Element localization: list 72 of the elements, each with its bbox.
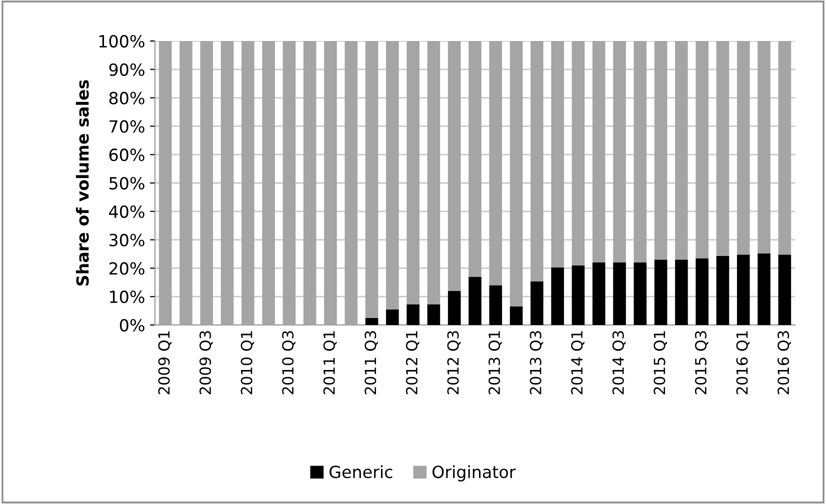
bar [758, 41, 770, 254]
x-tick-label: 2015 Q3 [694, 331, 708, 394]
bar [510, 306, 523, 325]
bar [716, 256, 730, 325]
bar [654, 41, 668, 260]
bar [696, 41, 708, 258]
bar [736, 254, 750, 325]
x-tick-label: 2014 Q1 [571, 331, 584, 394]
y-tick-label: 50% [110, 176, 144, 190]
bar [736, 41, 750, 255]
x-tick-label: 2012 Q3 [447, 331, 461, 394]
x-tick-label: 2015 Q1 [654, 331, 667, 394]
legend-label: Generic [330, 465, 392, 478]
y-axis-title: Share of volume sales [76, 80, 89, 286]
bar [406, 41, 420, 304]
x-tick-label: 2010 Q3 [282, 331, 296, 394]
bar [468, 276, 482, 325]
bar [427, 304, 440, 325]
bar [592, 41, 606, 263]
legend-label: Originator [432, 465, 516, 482]
y-tick-label: 60% [109, 148, 144, 162]
bar [530, 41, 544, 282]
x-tick-label: 2011 Q1 [323, 331, 337, 394]
bar [551, 41, 564, 268]
x-tick-label: 2016 Q3 [778, 331, 791, 394]
x-tick-label: 2013 Q3 [530, 331, 544, 394]
x-tick-label: 2016 Q1 [736, 331, 750, 394]
y-tick-label: 0% [120, 318, 144, 332]
bar [551, 267, 564, 325]
bar [634, 262, 647, 325]
x-tick-label: 2013 Q1 [488, 331, 502, 394]
bar [758, 253, 770, 325]
bar [675, 41, 688, 260]
bar [778, 41, 792, 255]
bar [654, 260, 668, 325]
y-tick-label: 20% [109, 262, 144, 275]
bar [716, 41, 730, 256]
bar [778, 254, 792, 325]
y-tick-label: 40% [109, 205, 144, 218]
x-tick-label: 2009 Q1 [158, 331, 172, 394]
bar [634, 41, 647, 263]
bar [510, 41, 523, 307]
x-tick-label: 2012 Q1 [406, 331, 420, 394]
x-tick-label: 2009 Q3 [199, 331, 213, 394]
y-tick-label: 100% [99, 34, 144, 48]
y-tick-label: 90% [109, 63, 144, 76]
bar [365, 41, 378, 318]
bar [489, 41, 502, 286]
bar [386, 41, 399, 310]
bar [448, 290, 461, 325]
bar [675, 260, 688, 325]
bar [468, 41, 482, 277]
bar [592, 262, 606, 325]
bar [406, 304, 420, 325]
y-tick-label: 10% [110, 290, 144, 304]
x-tick-label: 2011 Q3 [364, 331, 378, 394]
bar [365, 318, 378, 325]
bar [386, 309, 399, 325]
y-tick-label: 30% [110, 234, 144, 246]
bar [489, 285, 502, 325]
bar [613, 41, 626, 263]
bar [572, 265, 585, 325]
x-tick-label: 2014 Q3 [612, 331, 626, 394]
y-tick-label: 80% [109, 92, 144, 104]
x-tick-label: 2010 Q1 [240, 331, 254, 394]
bar [530, 282, 544, 325]
y-tick-label: 70% [110, 120, 144, 133]
bar [572, 41, 585, 266]
bar [427, 41, 440, 304]
bar [696, 258, 708, 325]
bar [448, 41, 461, 291]
bar [613, 262, 626, 325]
